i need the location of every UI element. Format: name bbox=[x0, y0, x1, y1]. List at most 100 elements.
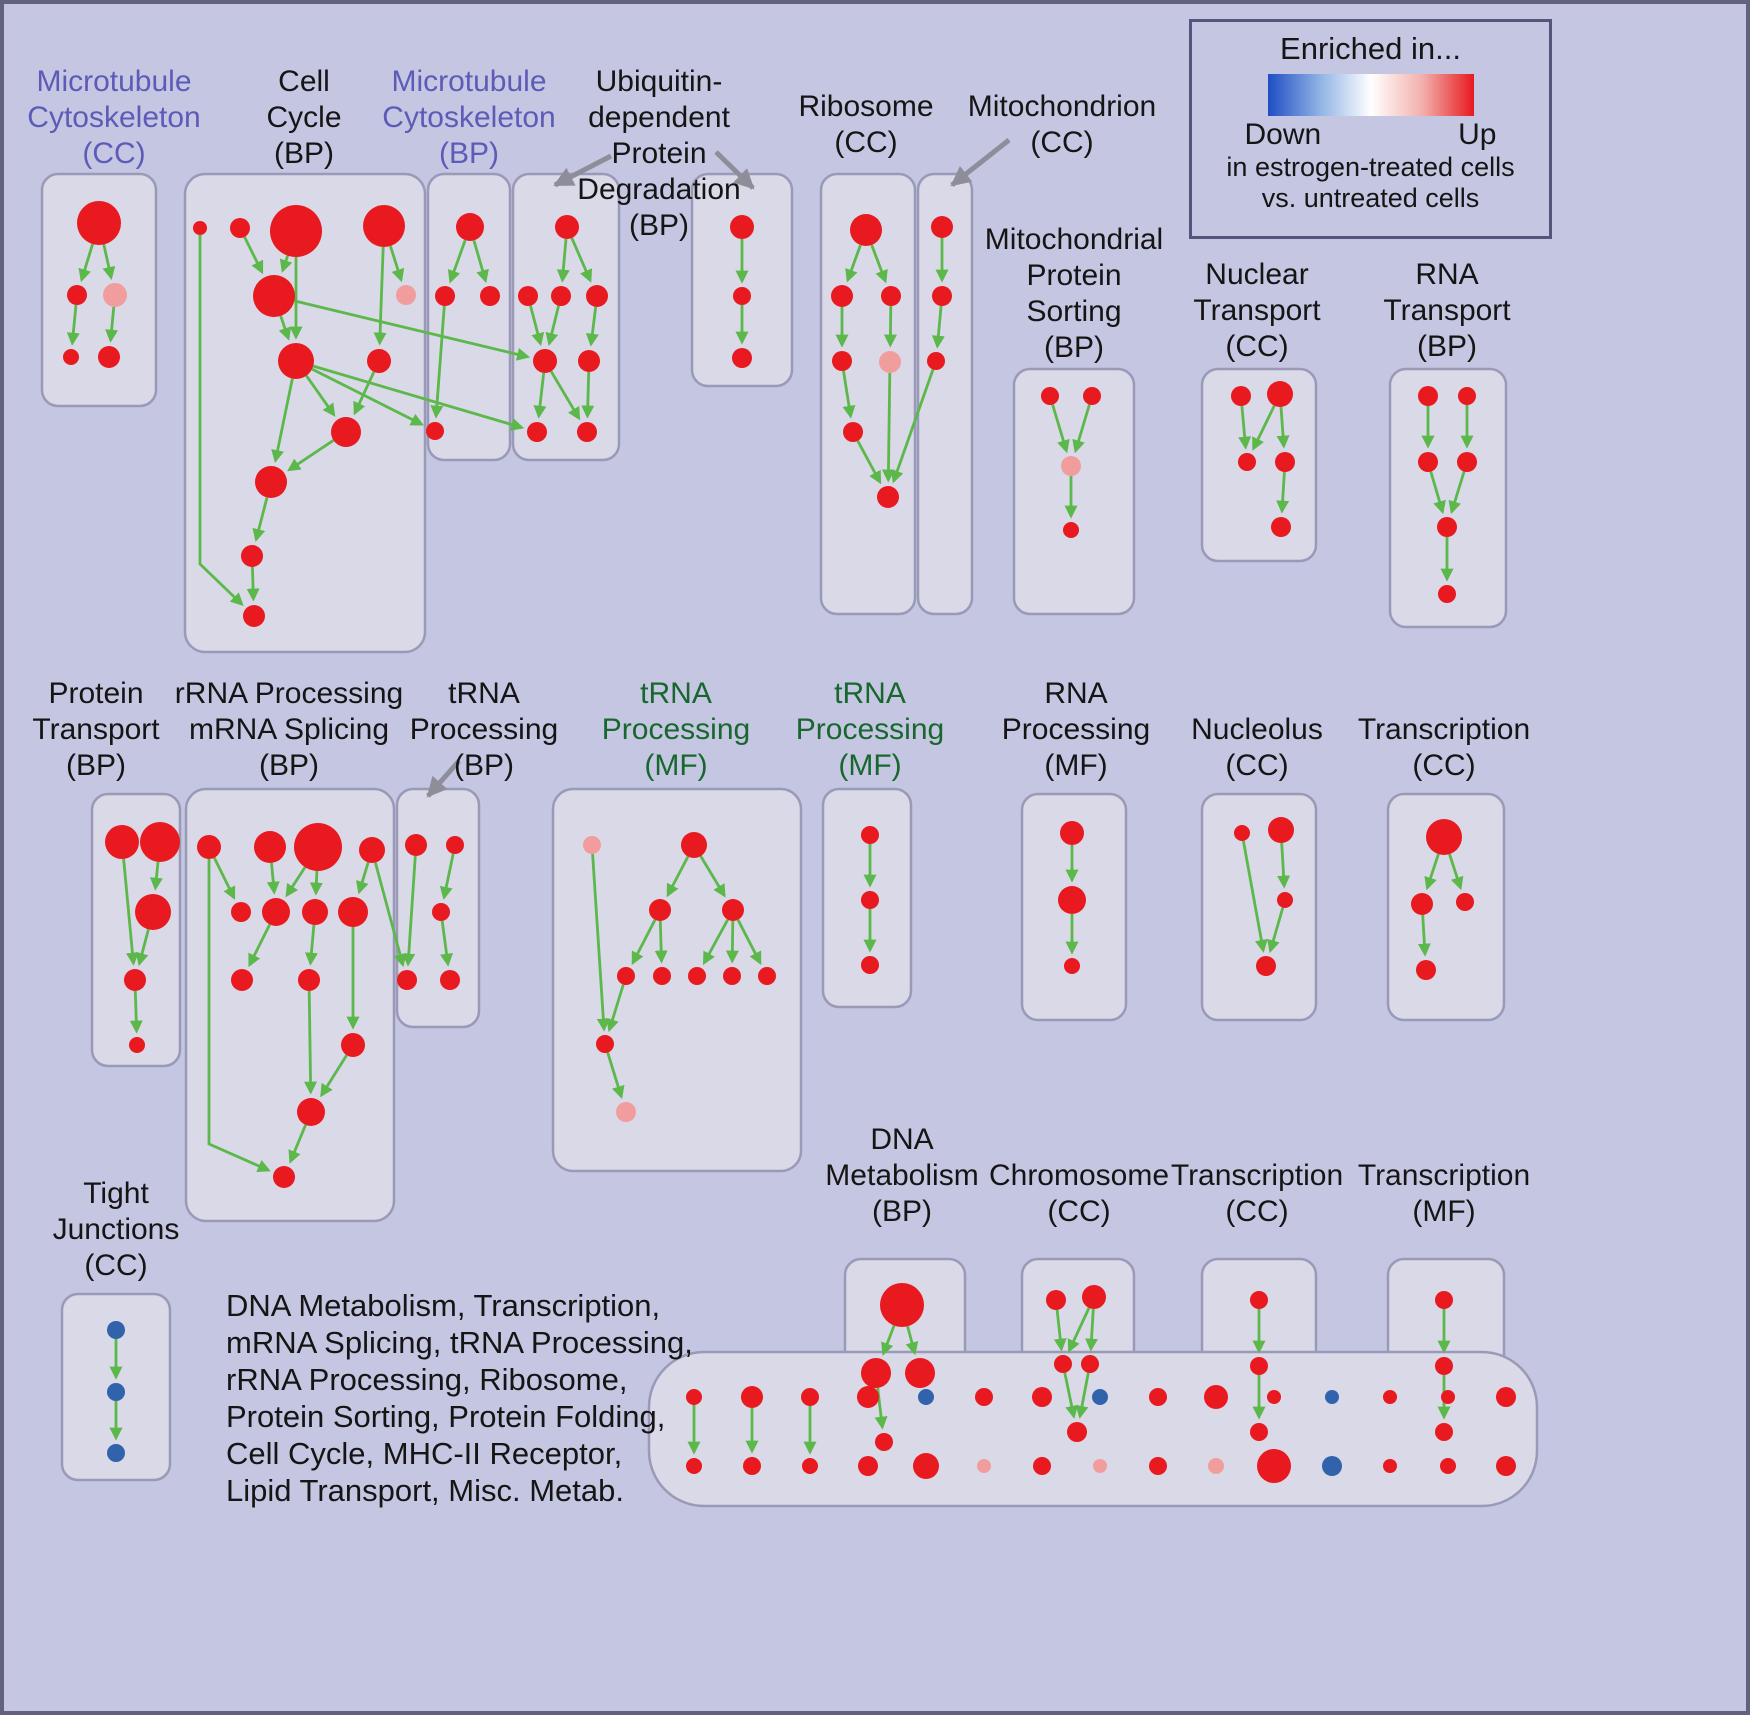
gene-node-mb8t bbox=[1092, 1389, 1108, 1405]
gene-node-mb15b bbox=[1496, 1456, 1516, 1476]
gene-node-mb15t bbox=[1496, 1387, 1516, 1407]
label-pointer-arrow-3 bbox=[950, 138, 1011, 187]
gene-node-rib1 bbox=[850, 214, 882, 246]
edge-dm1-dm3 bbox=[905, 1325, 919, 1356]
gene-node-mb10t bbox=[1204, 1385, 1228, 1409]
edge-rr1-rr5 bbox=[213, 857, 236, 900]
gene-node-tc3 bbox=[1456, 893, 1474, 911]
gene-node-rt1 bbox=[1418, 386, 1438, 406]
gene-node-mb2b bbox=[743, 1457, 761, 1475]
gene-node-ubA4 bbox=[586, 285, 608, 307]
group-box-rna-transport bbox=[1388, 367, 1508, 629]
edge-rib3-rib5 bbox=[883, 305, 897, 348]
gene-node-mb9t bbox=[1149, 1388, 1167, 1406]
edge-cc1-cc12 bbox=[198, 235, 244, 607]
gene-node-tm5 bbox=[617, 967, 635, 985]
gene-node-mb6t bbox=[975, 1388, 993, 1406]
edge-tm3-tm5 bbox=[631, 919, 657, 966]
edge-mtcc3-mtcc5 bbox=[105, 306, 119, 343]
gene-node-tb1 bbox=[405, 834, 427, 856]
edge-nt4-nt5 bbox=[1276, 471, 1290, 514]
edge-mtbp2-mtbp4 bbox=[430, 305, 446, 419]
gene-node-cc10 bbox=[255, 466, 287, 498]
gene-node-tb4 bbox=[397, 970, 417, 990]
gene-node-mb14b bbox=[1440, 1458, 1456, 1474]
gene-node-rr6 bbox=[262, 898, 290, 926]
gene-node-cc1 bbox=[193, 221, 207, 235]
gene-node-pt1 bbox=[105, 825, 139, 859]
gene-node-t2c1 bbox=[1250, 1291, 1268, 1309]
gene-node-mb14t bbox=[1441, 1390, 1455, 1404]
gene-node-mb7t bbox=[1032, 1387, 1052, 1407]
edge-tm2-tm4 bbox=[699, 855, 726, 898]
gene-node-tm2 bbox=[681, 832, 707, 858]
edge-rr3-rr6 bbox=[285, 866, 307, 898]
gene-node-rr9 bbox=[231, 969, 253, 991]
gene-node-ubA3 bbox=[551, 286, 571, 306]
gene-node-tb3 bbox=[432, 903, 450, 921]
edge-rt4-rt5 bbox=[1448, 471, 1466, 515]
gene-node-rr10 bbox=[298, 969, 320, 991]
gene-node-ubA6 bbox=[578, 350, 600, 372]
edge-mtbp1-mtbp3 bbox=[472, 240, 489, 284]
gene-node-tj2 bbox=[107, 1383, 125, 1401]
edge-ch3-ch5 bbox=[1063, 1372, 1079, 1419]
gene-node-tc1 bbox=[1426, 819, 1462, 855]
gene-node-dm4 bbox=[875, 1433, 893, 1451]
edge-cc7-cc9 bbox=[305, 374, 336, 417]
edge-cc3-cc5 bbox=[279, 255, 293, 273]
gene-node-rr13 bbox=[273, 1166, 295, 1188]
edges-layer bbox=[66, 235, 1474, 1455]
gene-node-tm4 bbox=[722, 899, 744, 921]
edge-mit3-rib7 bbox=[891, 369, 935, 484]
gene-node-rp2 bbox=[1058, 886, 1086, 914]
edge-tm4-tm7 bbox=[702, 919, 729, 966]
edge-tb3-tb5 bbox=[440, 920, 453, 967]
gene-node-ubA5 bbox=[533, 349, 557, 373]
gene-node-rt5 bbox=[1437, 517, 1457, 537]
edge-nt2-nt4 bbox=[1276, 406, 1290, 449]
edge-cc4-cc6 bbox=[389, 245, 405, 283]
gene-node-rt3 bbox=[1418, 452, 1438, 472]
edge-tm2-tm3 bbox=[666, 855, 690, 898]
gene-node-tm6 bbox=[653, 967, 671, 985]
gene-node-mb6b bbox=[977, 1459, 991, 1473]
group-box-cell-cycle bbox=[183, 172, 427, 654]
group-box-rrna-mrna bbox=[184, 787, 396, 1223]
group-box-misc bbox=[647, 1350, 1539, 1508]
edge-ch2-ch4 bbox=[1085, 1308, 1099, 1352]
gene-node-mb1b bbox=[686, 1458, 702, 1474]
edge-mps2-mps3 bbox=[1072, 404, 1091, 454]
legend-down-label: Down bbox=[1244, 118, 1322, 151]
edge-ubA5-ubA7 bbox=[533, 372, 547, 419]
gene-node-ch2 bbox=[1082, 1285, 1106, 1309]
edge-cc7-cc10 bbox=[271, 378, 294, 464]
edge-rr4-rr8 bbox=[356, 861, 370, 895]
gene-node-dm2 bbox=[861, 1358, 891, 1388]
edge-pt4-pt5 bbox=[129, 990, 143, 1034]
gene-node-rr5 bbox=[231, 902, 251, 922]
edge-tm5-tm10 bbox=[606, 984, 625, 1033]
label-pointer-arrow-4 bbox=[426, 759, 461, 798]
edge-rib4-rib6 bbox=[842, 370, 856, 419]
edge-rib6-rib7 bbox=[856, 440, 882, 485]
gene-node-tm1 bbox=[583, 836, 601, 854]
pointer-arrows-layer bbox=[426, 138, 1011, 798]
edge-cc5-cc7 bbox=[278, 315, 292, 341]
edge-tm10-tm11 bbox=[606, 1052, 625, 1100]
edge-pt1-pt4 bbox=[122, 858, 139, 966]
edge-pt2-pt3 bbox=[149, 861, 163, 891]
gene-node-nu2 bbox=[1268, 817, 1294, 843]
gene-node-cc2 bbox=[230, 218, 250, 238]
edge-cc7-mtbp4 bbox=[311, 367, 424, 426]
gene-node-cc3 bbox=[270, 205, 322, 257]
misc-annotation-text: DNA Metabolism, Transcription, mRNA Spli… bbox=[226, 1288, 693, 1508]
gene-node-mps4 bbox=[1063, 522, 1079, 538]
gene-node-ubA2 bbox=[518, 286, 538, 306]
gene-node-nt3 bbox=[1238, 453, 1256, 471]
gene-node-tm3 bbox=[649, 899, 671, 921]
gene-node-nt2 bbox=[1267, 381, 1293, 407]
gene-node-rib6 bbox=[843, 422, 863, 442]
edge-tc2-tc4 bbox=[1417, 914, 1431, 957]
